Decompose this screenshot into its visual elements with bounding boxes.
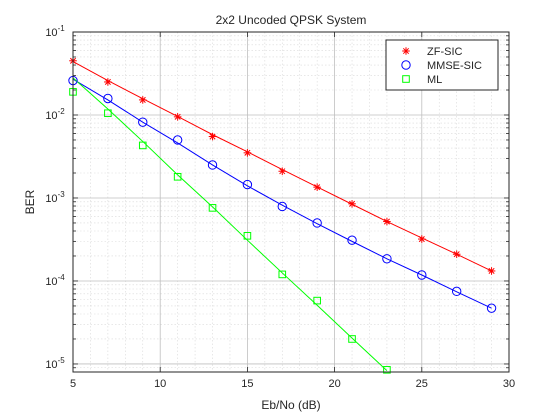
data-point-zf-sic bbox=[243, 149, 252, 157]
data-point-ml bbox=[138, 141, 147, 150]
data-point-mmse-sic bbox=[103, 93, 113, 104]
data-point-zf-sic bbox=[138, 96, 147, 104]
data-point-zf-sic bbox=[487, 267, 496, 275]
asterisk-stroke bbox=[279, 168, 286, 175]
data-point-zf-sic bbox=[173, 113, 182, 121]
series-line-ml bbox=[72, 77, 388, 372]
x-tick-label: 30 bbox=[503, 378, 515, 390]
data-point-mmse-sic bbox=[417, 270, 427, 280]
asterisk-stroke bbox=[174, 113, 181, 120]
data-point-zf-sic bbox=[383, 217, 391, 226]
axis-ticks bbox=[72, 31, 510, 372]
asterisk-stroke bbox=[209, 133, 216, 140]
y-tick-label: 10-4 bbox=[45, 273, 65, 288]
y-tick-label: 10-3 bbox=[45, 190, 65, 205]
series-markers-zf-sic bbox=[69, 56, 496, 275]
series-markers-ml bbox=[69, 88, 391, 374]
data-point-zf-sic bbox=[348, 200, 356, 208]
data-point-mmse-sic bbox=[312, 218, 322, 228]
data-point-ml bbox=[278, 270, 287, 279]
data-point-zf-sic bbox=[104, 78, 112, 86]
data-point-ml bbox=[208, 204, 217, 212]
legend-marker-zf-sic bbox=[402, 47, 410, 55]
data-point-mmse-sic bbox=[277, 201, 287, 212]
data-point-mmse-sic bbox=[347, 235, 357, 245]
data-point-ml bbox=[348, 335, 356, 343]
asterisk-stroke bbox=[244, 149, 251, 156]
data-point-mmse-sic bbox=[486, 303, 497, 313]
data-point-mmse-sic bbox=[172, 135, 183, 145]
x-tick-label: 10 bbox=[154, 378, 166, 390]
y-axis-label: BER bbox=[23, 189, 37, 214]
x-tick-label: 5 bbox=[70, 378, 76, 390]
data-point-ml bbox=[313, 296, 321, 305]
y-tick-labels: 10-1 10-2 10-3 10-4 10-5 bbox=[45, 24, 65, 371]
data-point-mmse-sic bbox=[207, 160, 218, 170]
data-point-zf-sic bbox=[278, 167, 287, 176]
legend: ZF-SIC MMSE-SIC ML bbox=[385, 39, 499, 91]
x-tick-label: 20 bbox=[328, 378, 340, 390]
data-point-ml bbox=[243, 232, 252, 240]
legend-label-mmse-sic: MMSE-SIC bbox=[427, 60, 482, 72]
y-tick-label: 10-2 bbox=[45, 107, 65, 122]
series-line-mmse-sic bbox=[72, 78, 492, 309]
asterisk-stroke bbox=[139, 96, 146, 103]
y-tick-label: 10-5 bbox=[45, 356, 65, 371]
x-tick-label: 25 bbox=[416, 378, 428, 390]
legend-marker-mmse-sic bbox=[401, 60, 411, 70]
data-point-ml bbox=[383, 366, 391, 374]
legend-marker-ml bbox=[402, 75, 410, 83]
asterisk-stroke bbox=[383, 218, 390, 225]
data-point-mmse-sic bbox=[382, 254, 392, 264]
x-axis-label: Eb/No (dB) bbox=[261, 398, 320, 412]
asterisk-stroke bbox=[418, 236, 425, 243]
data-point-mmse-sic bbox=[451, 286, 462, 297]
asterisk-stroke bbox=[314, 184, 321, 191]
data-point-mmse-sic bbox=[242, 179, 253, 190]
legend-box bbox=[385, 39, 499, 91]
legend-label-ml: ML bbox=[427, 74, 442, 86]
asterisk-stroke bbox=[104, 78, 111, 86]
asterisk-stroke bbox=[488, 267, 495, 275]
y-tick-label: 10-1 bbox=[45, 24, 65, 39]
chart-title: 2x2 Uncoded QPSK System bbox=[216, 13, 367, 27]
data-point-zf-sic bbox=[208, 132, 217, 141]
data-point-mmse-sic bbox=[138, 117, 148, 127]
data-point-zf-sic bbox=[452, 250, 461, 259]
data-point-zf-sic bbox=[418, 235, 426, 243]
asterisk-stroke bbox=[453, 251, 460, 258]
data-point-ml bbox=[104, 109, 112, 118]
x-tick-labels: 5 10 15 20 25 30 bbox=[70, 378, 515, 390]
data-point-zf-sic bbox=[313, 183, 321, 191]
asterisk-stroke bbox=[348, 200, 356, 207]
data-point-ml bbox=[173, 172, 182, 181]
legend-label-zf-sic: ZF-SIC bbox=[427, 46, 462, 58]
x-tick-label: 15 bbox=[241, 378, 253, 390]
asterisk-stroke bbox=[402, 47, 410, 55]
